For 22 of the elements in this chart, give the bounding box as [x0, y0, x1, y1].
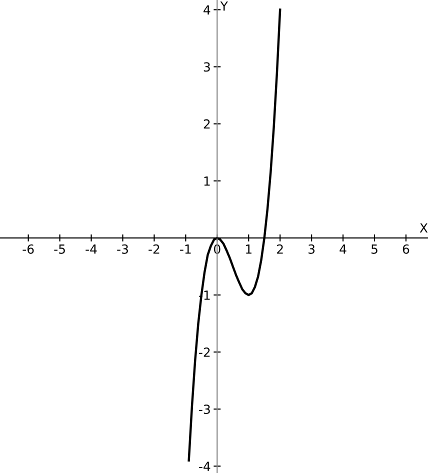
y-tick-label: -3: [199, 404, 210, 414]
y-tick-label: -2: [199, 348, 210, 357]
y-tick-label: 3: [204, 62, 210, 72]
y-axis-title: Y: [220, 2, 228, 11]
x-tick-label: 4: [340, 244, 346, 254]
x-tick-label: -2: [148, 244, 160, 254]
y-tick-label: 2: [204, 119, 210, 129]
x-axis-title: X: [420, 223, 428, 232]
x-tick-label: -3: [117, 244, 128, 254]
x-tick-label: 1: [246, 244, 252, 254]
x-tick-label: -4: [86, 244, 97, 254]
y-tick-label: -4: [199, 462, 210, 471]
x-tick-label: 6: [402, 244, 410, 254]
x-tick-label: 3: [308, 244, 315, 254]
x-tick-label: -5: [54, 244, 65, 254]
x-tick-label: -6: [22, 244, 34, 254]
x-tick-label: -1: [180, 244, 191, 254]
y-tick-label: 4: [204, 5, 210, 14]
x-tick-label: 0: [214, 244, 220, 254]
y-tick-label: 1: [204, 176, 210, 186]
x-tick-label: 2: [277, 244, 283, 254]
x-tick-label: 5: [371, 244, 378, 254]
